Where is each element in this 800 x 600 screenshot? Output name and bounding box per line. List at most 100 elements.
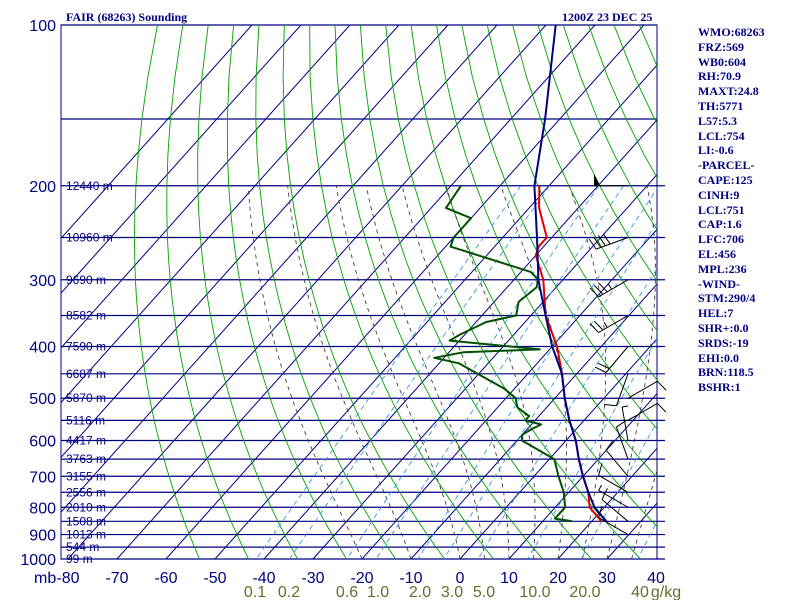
stat-item: WMO:68263 — [698, 25, 765, 39]
temperature-tick-label: -80 — [56, 570, 79, 587]
height-labels: 12440 m 10960 m 9690 m 8582 m 7590 m 6687 m 58… — [66, 179, 113, 566]
isotherm-line — [61, 25, 253, 240]
mixing-ratio-label: 40 — [631, 584, 649, 600]
wind-barb — [601, 488, 629, 522]
moist-adiabat-line — [365, 185, 485, 559]
dry-adiabat-line — [792, 25, 800, 570]
sounding-profiles — [433, 25, 608, 523]
plot-frame — [60, 24, 658, 560]
wind-barb — [604, 373, 629, 407]
pressure-axis-label: mb — [34, 570, 56, 587]
dry-adiabat-line — [255, 25, 397, 559]
temperature-tick-label: -30 — [301, 570, 324, 587]
mixing-ratio-label: 2.0 — [409, 584, 431, 600]
dry-adiabats — [134, 25, 800, 570]
height-label: 1013 m — [66, 528, 106, 542]
height-label: 544 m — [66, 540, 99, 554]
height-label: 2010 m — [66, 500, 106, 514]
stat-item: RH:70.9 — [698, 69, 741, 84]
height-label: 3155 m — [66, 469, 106, 483]
pressure-tick-label: 900 — [29, 528, 56, 545]
stat-item: SHR+:0.0 — [698, 320, 749, 335]
height-label: 7590 m — [66, 340, 106, 354]
dry-adiabat-line — [613, 25, 657, 125]
isotherm-line — [61, 25, 498, 513]
mixing-ratio-line — [477, 267, 657, 559]
stat-item: BSHR:1 — [698, 380, 741, 395]
moist-adiabat-line — [335, 185, 461, 559]
dry-adiabat-line — [282, 25, 446, 559]
chart-timestamp: 1200Z 23 DEC 25 — [562, 10, 653, 24]
wind-barb — [605, 439, 629, 477]
stat-item: WB0:604 — [698, 54, 746, 69]
stat-item: CINH:9 — [698, 187, 740, 202]
wind-barb — [593, 173, 629, 187]
isotherm-grid — [61, 25, 657, 559]
isotherm-line — [606, 502, 657, 559]
moist-adiabat-line — [568, 185, 607, 559]
dry-adiabat-line — [359, 25, 593, 559]
mixing-ratio-line — [255, 185, 522, 559]
pressure-tick-label: 600 — [29, 434, 56, 451]
dry-adiabat-line — [537, 25, 657, 282]
isotherm-line — [61, 25, 302, 294]
mixing-ratio-label: 20.0 — [569, 584, 600, 600]
wind-barb — [589, 315, 629, 333]
temperature-tick-label: 10 — [500, 570, 518, 587]
stat-item: STM:290/4 — [698, 291, 756, 306]
height-label: 5870 m — [66, 391, 106, 405]
dry-adiabat-line — [436, 25, 657, 479]
mixing-ratio-line — [375, 185, 624, 559]
temperature-tick-label: 0 — [456, 570, 465, 587]
stat-item: MPL:236 — [698, 261, 747, 276]
mixing-ratio-labels: 0.1 0.2 0.6 1.0 2.0 3.0 5.0 10.0 20.0 40 g/kg — [244, 584, 681, 600]
mixing-ratio-label: 3.0 — [441, 584, 463, 600]
mixing-ratio-line — [417, 187, 657, 559]
isotherm-line — [508, 392, 657, 559]
wind-barb — [627, 380, 667, 399]
temperature-tick-label: 20 — [549, 570, 567, 587]
mixing-ratio-lines — [255, 185, 657, 559]
height-label: 2556 m — [66, 485, 106, 499]
temperature-tick-label: -20 — [350, 570, 373, 587]
dry-adiabat-line — [166, 25, 250, 559]
height-label: 3763 m — [66, 452, 106, 466]
isotherm-line — [116, 25, 596, 559]
dry-adiabat-line — [226, 25, 348, 559]
temperature-tick-label: -60 — [154, 570, 177, 587]
wind-barb — [627, 402, 667, 421]
temperature-tick-label: 30 — [598, 570, 616, 587]
moist-adiabat-line — [401, 185, 510, 559]
moist-adiabat-line — [247, 185, 363, 559]
height-label: 12440 m — [66, 179, 113, 193]
dry-adiabat-line — [665, 25, 800, 570]
dry-adiabat-line — [385, 25, 642, 559]
isotherm-line — [61, 25, 351, 349]
isotherm-line — [67, 25, 547, 559]
pressure-tick-label: 100 — [29, 18, 56, 35]
stat-item: LI:-0.6 — [698, 143, 734, 158]
moist-adiabat-line — [287, 185, 412, 559]
stat-item: EL:456 — [698, 246, 737, 261]
height-label: 9690 m — [66, 273, 106, 287]
height-label: 8582 m — [66, 309, 106, 323]
stat-item: LCL:751 — [698, 202, 745, 217]
stat-item: LFC:706 — [698, 232, 744, 247]
stat-item: CAP:1.6 — [698, 217, 742, 232]
temperature-tick-label: -10 — [399, 570, 422, 587]
pressure-tick-label: 300 — [29, 273, 56, 290]
isotherm-line — [459, 338, 657, 559]
mixing-ratio-label: 0.1 — [244, 584, 266, 600]
moist-adiabat-line — [606, 185, 656, 559]
stat-item: L57:5.3 — [698, 113, 737, 128]
mixing-ratio-label: 0.6 — [336, 584, 358, 600]
moist-adiabat-line — [445, 185, 536, 559]
stat-item: HEL:7 — [698, 306, 734, 321]
wind-barb — [589, 279, 629, 298]
isotherm-line — [263, 119, 657, 559]
moist-adiabat-line — [631, 469, 657, 559]
dry-adiabat-line — [461, 25, 657, 430]
height-label: 1508 m — [66, 514, 106, 528]
